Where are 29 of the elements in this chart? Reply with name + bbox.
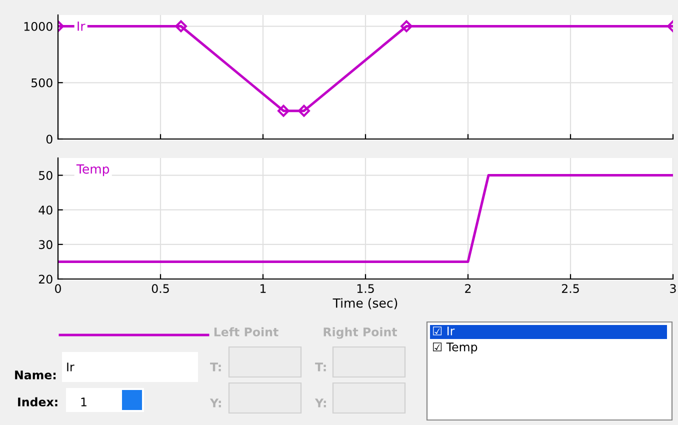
text: Index: [18,397,58,406]
text: Right Point [324,327,398,339]
y-tick-label: 1000 [24,22,52,31]
text: Y: [210,398,221,408]
series-label: Ir [78,22,86,31]
y-tick-label: 20 [38,274,52,284]
x-tick-label: 1.5 [357,284,374,293]
x-tick-label: 3 [670,284,676,293]
x-tick-label: 1 [260,284,266,293]
text: Temp [76,164,110,176]
x-tick-label: 0.5 [152,284,169,293]
text: 1 [81,398,86,406]
text: Ir [67,362,74,372]
text: ☑ Temp [433,342,478,354]
text: Name: [15,370,56,380]
y-tick-label: 40 [38,206,52,215]
text: T: [210,362,221,372]
y-tick-label: 30 [39,240,52,250]
x-tick-label: 0 [55,284,61,293]
x-axis-title: Time (sec) [332,298,398,310]
text: ☑ Ir [433,326,455,336]
text: T: [315,362,326,372]
text: Y: [314,398,326,408]
x-tick-label: 2.5 [562,284,579,293]
y-tick-label: 50 [39,171,52,180]
y-tick-label: 500 [32,78,52,88]
y-tick-label: 0 [46,134,52,144]
text: Left Point [214,327,278,336]
x-tick-label: 2 [465,284,471,293]
